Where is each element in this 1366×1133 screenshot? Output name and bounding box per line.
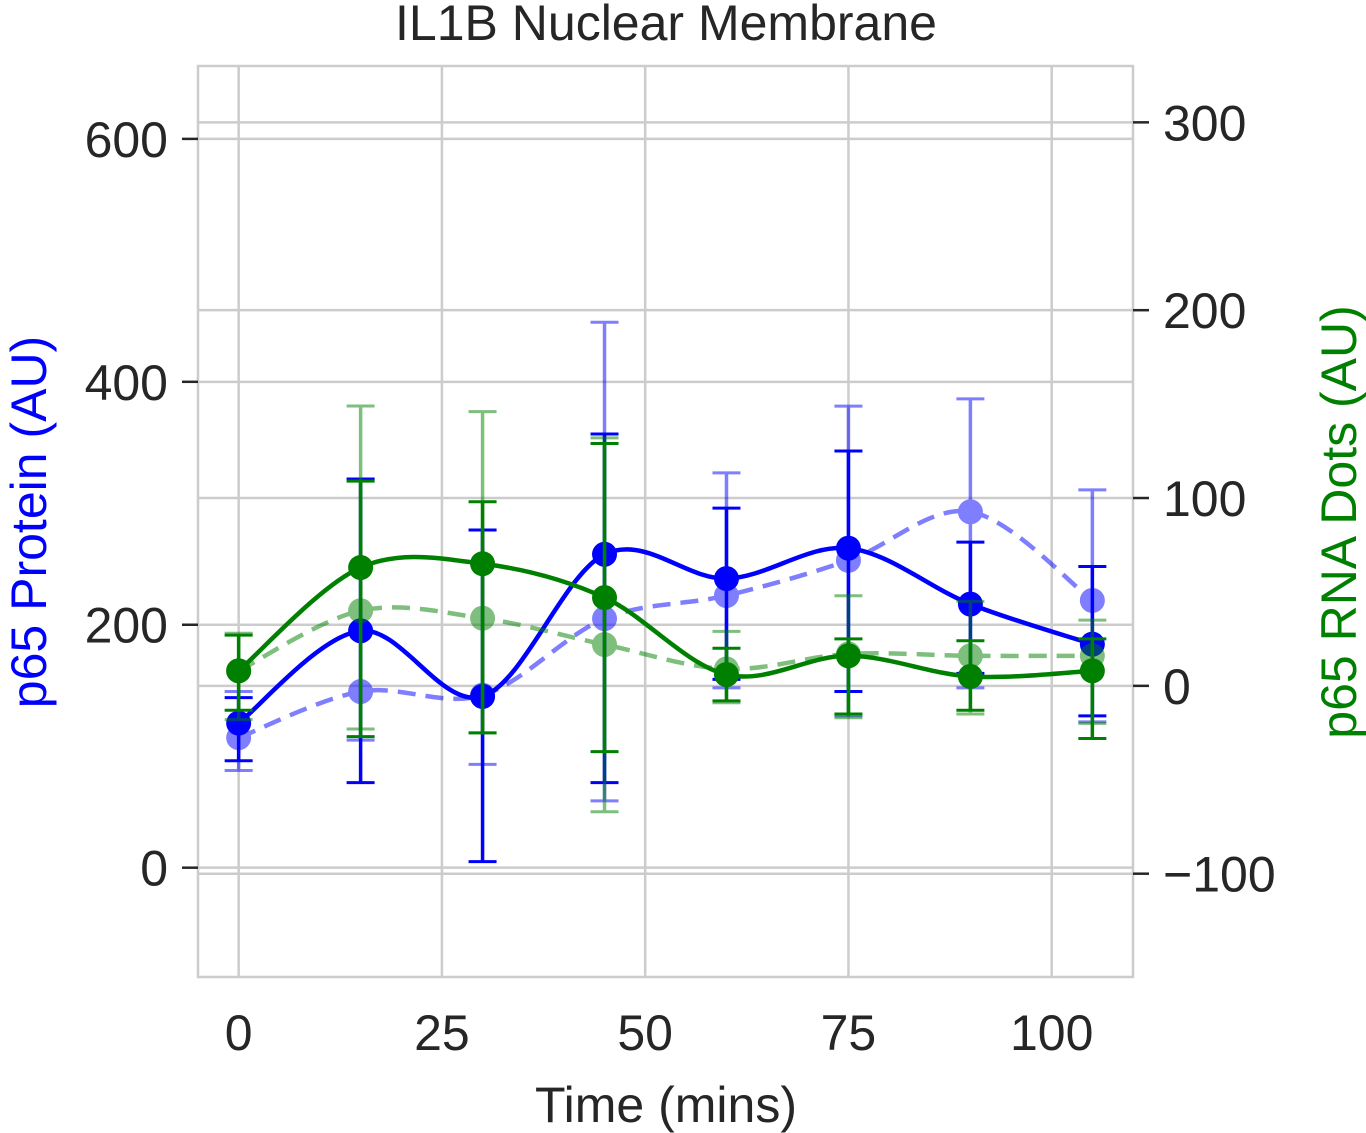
- x-tick-label: 75: [821, 1005, 877, 1061]
- axis-ticks: 0 25 50 75 100 0 200 400 600 −100 0 100 200 300: [85, 95, 1276, 1061]
- x-tick-label: 25: [414, 1005, 470, 1061]
- chart-title: IL1B Nuclear Membrane: [395, 0, 937, 51]
- data-point: [226, 658, 252, 684]
- data-point: [835, 547, 861, 573]
- right-axis-label: p65 RNA Dots (AU): [1311, 305, 1366, 738]
- grid: [198, 66, 1133, 977]
- right-y-tick-label: 0: [1163, 659, 1191, 715]
- data-point: [1079, 643, 1105, 669]
- x-tick-label: 100: [1010, 1005, 1093, 1061]
- left-y-tick-label: 200: [85, 598, 168, 654]
- data-point: [713, 656, 739, 682]
- data-point: [470, 605, 496, 631]
- data-point: [835, 641, 861, 667]
- x-tick-label: 50: [617, 1005, 673, 1061]
- data-point: [957, 643, 983, 669]
- data-point: [713, 583, 739, 609]
- series-line: [237, 508, 1094, 740]
- right-y-tick-label: −100: [1163, 847, 1276, 903]
- left-axis-label: p65 Protein (AU): [1, 336, 57, 708]
- series-line: [237, 605, 1093, 673]
- plot-area-frame: [196, 64, 1135, 979]
- series-line: [237, 545, 1094, 725]
- data-point: [957, 499, 983, 525]
- data-point: [1079, 587, 1105, 613]
- x-tick-label: 0: [225, 1005, 253, 1061]
- series-4: [224, 404, 1107, 814]
- left-y-tick-label: 400: [85, 355, 168, 411]
- right-y-tick-label: 100: [1163, 471, 1246, 527]
- right-y-tick-label: 300: [1163, 95, 1246, 151]
- data-point: [226, 725, 252, 751]
- x-axis-label: Time (mins): [535, 1077, 797, 1133]
- left-y-tick-label: 0: [140, 841, 168, 897]
- chart-marks: [224, 320, 1107, 864]
- data-point: [592, 632, 618, 658]
- data-point: [348, 598, 374, 624]
- right-y-tick-label: 200: [1163, 283, 1246, 339]
- left-y-tick-label: 600: [85, 112, 168, 168]
